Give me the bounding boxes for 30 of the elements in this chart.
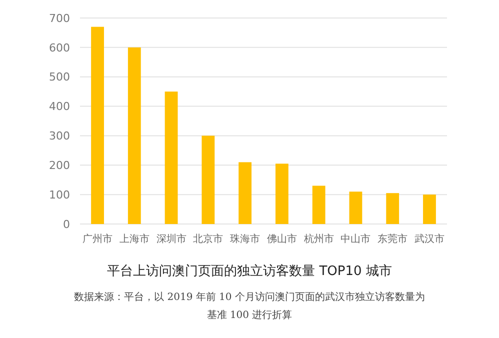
bar bbox=[386, 193, 400, 224]
x-tick-label: 深圳市 bbox=[156, 233, 186, 245]
x-tick-label: 武汉市 bbox=[414, 233, 444, 245]
y-tick-label: 400 bbox=[49, 100, 70, 114]
y-tick-label: 500 bbox=[49, 70, 70, 84]
x-tick-label: 北京市 bbox=[193, 233, 224, 245]
y-tick-label: 300 bbox=[49, 130, 70, 143]
y-tick-label: 700 bbox=[49, 12, 70, 25]
x-tick-label: 东莞市 bbox=[378, 233, 408, 245]
bar bbox=[164, 92, 178, 224]
y-tick-label: 100 bbox=[49, 188, 70, 202]
x-tick-label: 杭州市 bbox=[302, 233, 334, 245]
bar bbox=[312, 186, 326, 224]
x-tick-label: 上海市 bbox=[119, 233, 150, 245]
x-tick-label: 中山市 bbox=[340, 233, 371, 245]
y-tick-label: 200 bbox=[49, 158, 70, 172]
bar bbox=[238, 162, 252, 224]
y-tick-label: 600 bbox=[49, 41, 70, 54]
x-tick-label: 珠海市 bbox=[230, 233, 260, 245]
source-note: 数据来源：平台，以 2019 年前 10 个月访问澳门页面的武汉市独立访客数量为基准 100 进行折算 bbox=[74, 291, 425, 321]
text: 平台上访问澳门页面的独立访客数量 TOP10 城市 bbox=[107, 263, 392, 279]
bar bbox=[91, 26, 104, 224]
y-tick-label: 0 bbox=[63, 218, 70, 231]
x-tick-label: 佛山市 bbox=[266, 233, 297, 245]
bar bbox=[349, 192, 362, 224]
x-tick-label: 广州市 bbox=[82, 233, 113, 245]
bar bbox=[128, 47, 141, 224]
bar bbox=[202, 136, 215, 224]
bar bbox=[423, 194, 436, 224]
bar bbox=[275, 164, 288, 224]
